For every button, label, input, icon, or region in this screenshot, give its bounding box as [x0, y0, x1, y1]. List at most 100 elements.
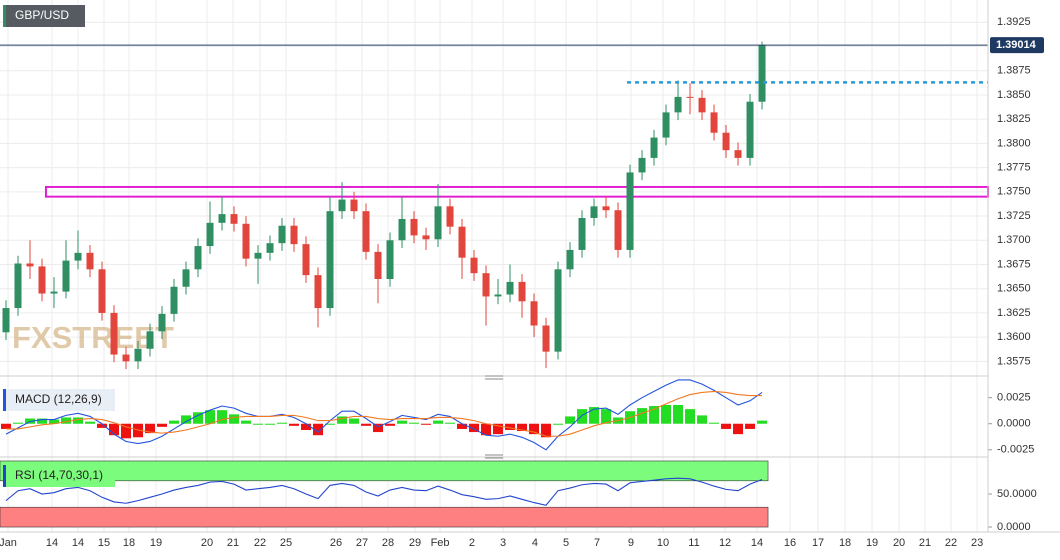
candle-body	[2, 308, 10, 333]
x-tick-label: 21	[919, 537, 931, 549]
macd-histogram-bar	[373, 423, 384, 433]
panel-label-bg	[3, 5, 85, 27]
y-tick-label: 1.3625	[997, 307, 1031, 319]
macd-histogram-bar	[481, 423, 492, 436]
candle-body	[698, 97, 706, 113]
candle-body	[662, 112, 670, 138]
candle-body	[50, 291, 58, 294]
x-tick-label: 9	[628, 537, 634, 549]
panel-grip[interactable]	[485, 454, 503, 459]
macd-histogram-bar	[529, 423, 540, 435]
candle-body	[530, 301, 538, 326]
candle-body	[506, 281, 514, 295]
macd-histogram-bar	[109, 423, 120, 436]
macd-histogram-bar	[85, 421, 96, 424]
x-tick-label: 3	[500, 537, 506, 549]
y-tick-label: 1.3775	[997, 162, 1031, 174]
x-tick-label: 19	[150, 537, 162, 549]
candle-body	[350, 199, 358, 212]
y-tick-label: 0.0000	[997, 521, 1031, 533]
macd-histogram-bar	[13, 422, 24, 424]
panel-label: RSI (14,70,30,1)	[3, 465, 115, 487]
macd-histogram-bar	[313, 423, 324, 436]
y-tick-label: 1.3575	[997, 355, 1031, 367]
macd-histogram-bar	[517, 423, 528, 432]
candle-body	[578, 217, 586, 250]
y-tick-label: 1.3850	[997, 89, 1031, 101]
x-tick-label: Feb	[431, 537, 450, 549]
indicator-line	[5, 477, 763, 506]
candle-body	[110, 312, 118, 355]
x-tick-label: 15	[98, 537, 110, 549]
oversold-zone	[0, 506, 769, 528]
macd-histogram-bar	[217, 410, 228, 424]
macd-histogram-bar	[121, 423, 132, 439]
candle-body	[194, 246, 202, 270]
candle-body	[494, 294, 502, 297]
candle-body	[122, 354, 130, 362]
macd-histogram-bar	[37, 418, 48, 424]
candle-body	[362, 211, 370, 252]
panel-label-bg	[3, 465, 115, 487]
candle-body	[686, 96, 694, 98]
x-tick-label: 11	[688, 537, 699, 549]
x-tick-label: 17	[812, 537, 824, 549]
candle-body	[482, 273, 490, 297]
panel-grip[interactable]	[485, 375, 503, 380]
x-tick-label: 26	[330, 537, 342, 549]
candle-body	[266, 243, 274, 253]
y-tick-label: 1.3675	[997, 258, 1031, 270]
macd-histogram-bar	[397, 420, 408, 424]
panel-label-bar	[3, 465, 6, 487]
macd-histogram-bar	[157, 423, 168, 427]
panel-label-bg	[3, 389, 115, 411]
macd-histogram-bar	[1, 423, 12, 429]
x-tick-label: 20	[201, 537, 213, 549]
candle-body	[218, 214, 226, 223]
candle-body	[26, 263, 34, 267]
x-tick-label: 12	[719, 537, 731, 549]
x-tick-label: 18	[123, 537, 135, 549]
candle-body	[614, 210, 622, 250]
macd-histogram-bar	[361, 423, 372, 426]
macd-histogram-bar	[721, 423, 732, 429]
candle-body	[542, 325, 550, 352]
macd-histogram-bar	[661, 404, 672, 424]
candle-body	[326, 211, 334, 309]
macd-histogram-bar	[637, 408, 648, 424]
macd-histogram-bar	[697, 415, 708, 424]
candle-body	[62, 260, 70, 292]
candle-body	[626, 172, 634, 250]
y-tick-label: 1.3825	[997, 113, 1031, 125]
candle-body	[470, 257, 478, 274]
candle-body	[98, 269, 106, 313]
macd-histogram-bar	[745, 423, 756, 429]
macd-histogram-bar	[73, 417, 84, 424]
macd-histogram-bar	[253, 423, 264, 425]
macd-histogram-bar	[457, 423, 468, 429]
x-tick-label: 21	[227, 537, 239, 549]
candle-body	[374, 251, 382, 279]
x-tick-label: 29	[409, 537, 421, 549]
panel-label-bar	[3, 389, 6, 411]
y-tick-label: 1.3600	[997, 331, 1031, 343]
overlay-layer: Jan 14 14 15 18 19 20 21 22 25 26 27 28 29 Feb 2 3 4 5 7 9 10…	[0, 5, 1044, 549]
macd-histogram-bar	[349, 418, 360, 424]
y-tick-label: 1.3725	[997, 210, 1031, 222]
candle-body	[290, 225, 298, 245]
candle-body	[386, 240, 394, 279]
panel-label: GBP/USD	[3, 5, 85, 27]
candle-body	[518, 281, 526, 302]
macd-histogram-bar	[541, 423, 552, 438]
x-tick-label: 23	[971, 537, 983, 549]
macd-histogram-bar	[385, 423, 396, 426]
x-tick-label: 14	[751, 537, 763, 549]
candle-body	[338, 199, 346, 212]
panel-label-text: GBP/USD	[15, 8, 69, 22]
panel-label: MACD (12,26,9)	[3, 389, 115, 411]
x-tick-label: 4	[532, 537, 538, 549]
candle-body	[674, 96, 682, 113]
x-tick-label: 28	[382, 537, 394, 549]
y-tick-label: 50.0000	[997, 488, 1037, 500]
